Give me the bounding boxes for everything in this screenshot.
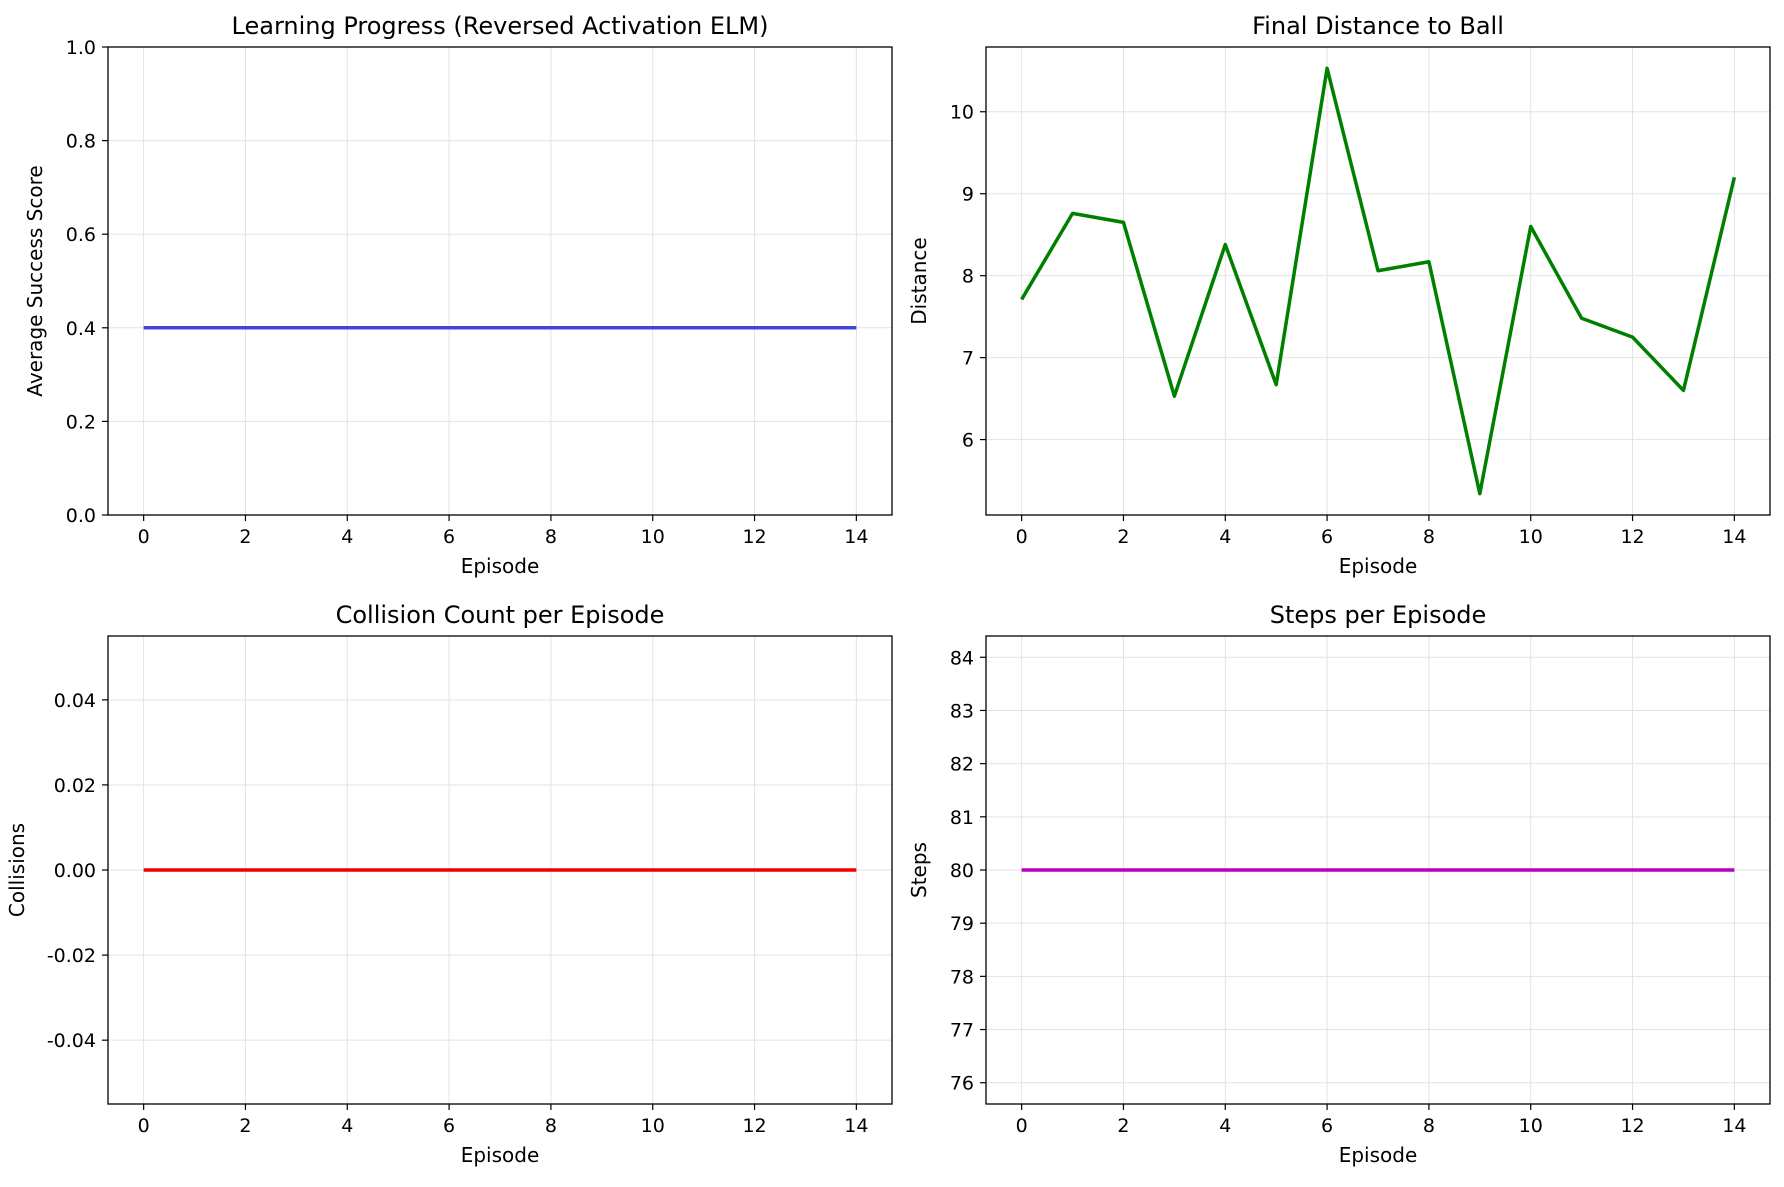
y-tick-label: 0.6 — [66, 224, 96, 246]
x-tick-label: 8 — [1423, 1115, 1435, 1137]
x-tick-label: 6 — [443, 1115, 455, 1137]
y-tick-label: 0.00 — [54, 860, 96, 882]
x-tick-label: 4 — [341, 1115, 353, 1137]
subplot-1: 0 2 4 6 8 10 12 14 0.0 0.2 0.4 0.6 0.8 1.0 Learning Pr… — [23, 12, 893, 578]
x-axis-label: Episode — [461, 1143, 540, 1167]
x-tick-label: 12 — [1620, 526, 1644, 548]
x-tick-label: 4 — [1219, 526, 1231, 548]
x-tick-label: 12 — [742, 1115, 766, 1137]
x-tick-label: 0 — [1016, 1115, 1028, 1137]
x-tick-label: 2 — [239, 1115, 251, 1137]
axes-frame — [985, 46, 1771, 516]
x-tick-label: 8 — [545, 1115, 557, 1137]
y-tick-label: 0.04 — [54, 690, 96, 712]
x-tick-label: 10 — [1519, 1115, 1543, 1137]
y-tick-label: 79 — [950, 913, 974, 935]
x-axis-label: Episode — [1339, 554, 1418, 578]
x-tick-label: 14 — [1722, 1115, 1746, 1137]
chart-title: Steps per Episode — [1270, 601, 1487, 629]
x-tick-label: 4 — [1219, 1115, 1231, 1137]
y-tick-label: 8 — [962, 266, 974, 288]
chart-title: Collision Count per Episode — [336, 601, 665, 629]
x-tick-label: 2 — [1117, 526, 1129, 548]
x-tick-label: 4 — [341, 526, 353, 548]
x-tick-label: 6 — [1321, 1115, 1333, 1137]
x-tick-label: 2 — [1117, 1115, 1129, 1137]
y-tick-label: -0.02 — [47, 945, 96, 967]
y-axis-label: Collisions — [5, 823, 29, 917]
x-tick-label: 6 — [1321, 526, 1333, 548]
y-axis-label: Average Success Score — [23, 165, 47, 396]
x-tick-label: 12 — [742, 526, 766, 548]
subplot-3: 0 2 4 6 8 10 12 14 -0.04 -0.02 0.00 0.02 0.04 Collisi… — [5, 601, 893, 1167]
y-axis-label: Steps — [907, 842, 931, 898]
x-tick-label: 10 — [1519, 526, 1543, 548]
x-axis-label: Episode — [1339, 1143, 1418, 1167]
y-axis-label: Distance — [907, 237, 931, 324]
y-tick-label: 76 — [950, 1073, 974, 1095]
x-tick-label: 8 — [1423, 526, 1435, 548]
y-tick-label: 6 — [962, 430, 974, 452]
x-tick-label: 10 — [641, 1115, 665, 1137]
x-tick-label: 14 — [1722, 526, 1746, 548]
y-tick-label: 0.4 — [66, 318, 96, 340]
subplot-2: 0 2 4 6 8 10 12 14 6 7 8 9 10 Final Distance to Ball E… — [907, 12, 1771, 578]
y-tick-label: 0.0 — [66, 505, 96, 527]
y-tick-label: 84 — [950, 647, 974, 669]
y-tick-label: 0.2 — [66, 411, 96, 433]
x-tick-label: 14 — [844, 1115, 868, 1137]
y-tick-label: 80 — [950, 860, 974, 882]
y-tick-label: 9 — [962, 184, 974, 206]
axes-frame — [107, 46, 893, 516]
y-tick-label: 81 — [950, 807, 974, 829]
chart-title: Final Distance to Ball — [1252, 12, 1504, 40]
x-tick-label: 14 — [844, 526, 868, 548]
y-tick-label: 78 — [950, 966, 974, 988]
y-tick-label: 0.8 — [66, 131, 96, 153]
chart-title: Learning Progress (Reversed Activation E… — [232, 12, 769, 40]
y-tick-label: 0.02 — [54, 775, 96, 797]
y-tick-label: 1.0 — [66, 37, 96, 59]
y-tick-label: 7 — [962, 348, 974, 370]
series-line — [1020, 66, 1737, 496]
x-tick-label: 2 — [239, 526, 251, 548]
x-axis-label: Episode — [461, 554, 540, 578]
x-tick-label: 0 — [138, 1115, 150, 1137]
x-tick-label: 6 — [443, 526, 455, 548]
y-tick-label: -0.04 — [47, 1030, 96, 1052]
y-tick-label: 10 — [950, 102, 974, 124]
y-tick-label: 77 — [950, 1020, 974, 1042]
y-tick-label: 83 — [950, 700, 974, 722]
subplot-4: 0 2 4 6 8 10 12 14 76 77 78 79 80 81 82 83 84 Steps per E… — [907, 601, 1771, 1167]
x-tick-label: 0 — [1016, 526, 1028, 548]
x-tick-label: 0 — [138, 526, 150, 548]
x-tick-label: 12 — [1620, 1115, 1644, 1137]
x-tick-label: 8 — [545, 526, 557, 548]
y-tick-label: 82 — [950, 754, 974, 776]
x-tick-label: 10 — [641, 526, 665, 548]
